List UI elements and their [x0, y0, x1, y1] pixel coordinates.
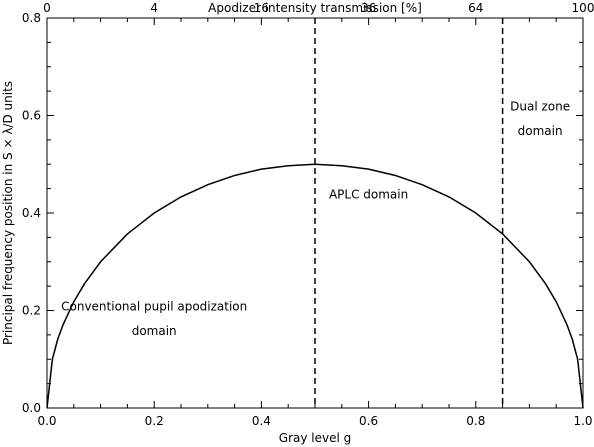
- top-tick-label: 64: [468, 1, 483, 15]
- y-tick-label: 0.2: [22, 304, 41, 318]
- x-tick-label: 1.0: [573, 414, 592, 428]
- domain-annotation-text: domain: [518, 124, 563, 138]
- top-tick-label: 4: [150, 1, 158, 15]
- domain-annotation-text: APLC domain: [329, 187, 408, 201]
- y-tick-label: 0.4: [22, 206, 41, 220]
- top-tick-label: 0: [43, 1, 51, 15]
- domain-boundaries: [314, 18, 504, 408]
- top-axis-title: Apodizer intensity transmission [%]: [208, 1, 422, 15]
- top-tick-label: 36: [361, 1, 376, 15]
- x-tick-label: 0.0: [37, 414, 56, 428]
- x-axis-title: Gray level g: [279, 431, 351, 445]
- domain-annotation-text: Conventional pupil apodization: [61, 300, 247, 314]
- top-tick-label: 100: [572, 1, 594, 15]
- y-tick-label: 0.6: [22, 109, 41, 123]
- x-tick-label: 0.6: [359, 414, 378, 428]
- x-tick-label: 0.2: [145, 414, 164, 428]
- domain-annotation-text: domain: [132, 324, 177, 338]
- domain-annotations: Conventional pupil apodization domain APLC…: [61, 100, 570, 338]
- top-tick-label: 16: [254, 1, 269, 15]
- y-axis-title: Principal frequency position in S × λ/D …: [1, 81, 15, 345]
- axis-tick-labels: 0.0 0.2 0.4 0.6 0.8 1.0 0 4 16 36 64 100 0.0 0.2 0.4 0.…: [22, 1, 594, 428]
- x-tick-label: 0.8: [466, 414, 485, 428]
- y-tick-label: 0.0: [22, 401, 41, 415]
- domain-annotation-text: Dual zone: [510, 100, 570, 114]
- y-tick-label: 0.8: [22, 11, 41, 25]
- principal-frequency-curve: [46, 163, 584, 409]
- x-tick-label: 0.4: [252, 414, 271, 428]
